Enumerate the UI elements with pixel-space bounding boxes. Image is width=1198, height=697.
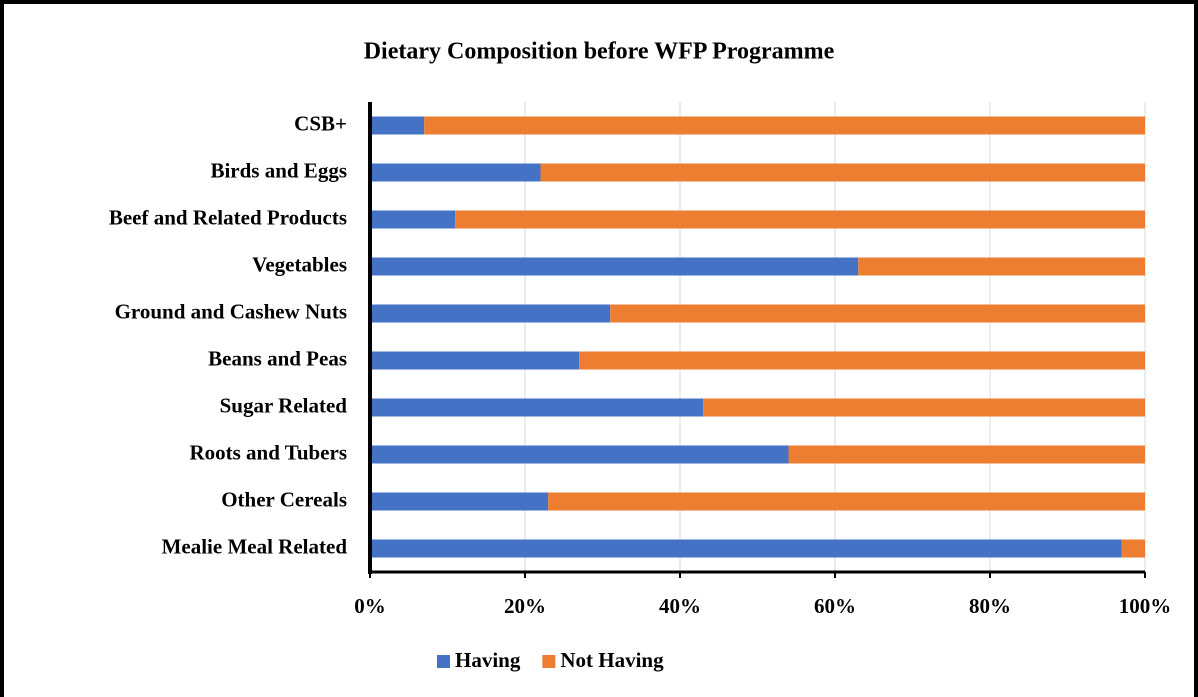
bar-segment — [370, 351, 580, 370]
legend-label: Not Having — [560, 648, 664, 672]
bar-segment — [370, 539, 1122, 558]
y-tick-label: Vegetables — [252, 252, 347, 276]
bar-segment — [424, 116, 1145, 135]
bar-segment — [548, 492, 1145, 511]
bar-segment — [370, 210, 456, 229]
legend-swatch — [542, 655, 556, 668]
bar-segment — [455, 210, 1145, 229]
y-tick-label: Roots and Tubers — [189, 440, 347, 464]
y-tick-label: Other Cereals — [221, 487, 347, 511]
x-tick-label: 100% — [1119, 594, 1172, 618]
y-tick-label: Sugar Related — [220, 393, 348, 417]
legend-label: Having — [455, 648, 521, 672]
chart-title: Dietary Composition before WFP Programme — [364, 39, 835, 65]
bar-segment — [370, 492, 549, 511]
bar-segment — [579, 351, 1145, 370]
bar-segment — [788, 445, 1145, 464]
bar-segment — [370, 116, 425, 135]
bar-segment — [1121, 539, 1145, 558]
bar-segment — [610, 304, 1145, 323]
x-tick-label: 60% — [814, 594, 856, 618]
bar-segment — [370, 257, 859, 276]
bar-segment — [370, 445, 789, 464]
bar-segment — [370, 398, 704, 417]
bar-segment — [370, 304, 611, 323]
y-tick-label: Mealie Meal Related — [162, 534, 348, 558]
legend-swatch — [437, 655, 450, 668]
x-tick-label: 80% — [969, 594, 1011, 618]
bar-segment — [703, 398, 1145, 417]
x-tick-label: 20% — [504, 594, 546, 618]
y-tick-label: CSB+ — [294, 111, 347, 135]
x-tick-label: 40% — [659, 594, 701, 618]
y-tick-label: Beef and Related Products — [109, 205, 347, 229]
bar-segment — [858, 257, 1145, 276]
y-tick-label: Beans and Peas — [208, 346, 347, 370]
bar-segment — [540, 163, 1145, 182]
y-tick-label: Ground and Cashew Nuts — [115, 299, 347, 323]
y-tick-label: Birds and Eggs — [210, 158, 347, 182]
bar-segment — [370, 163, 541, 182]
x-tick-label: 0% — [354, 594, 386, 618]
